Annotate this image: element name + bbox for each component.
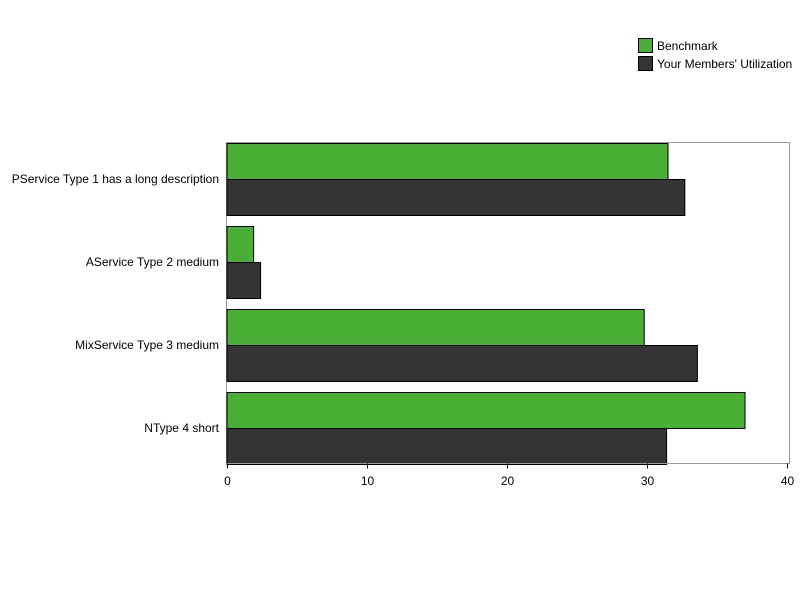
category-label-1: PService Type 1 has a long description — [12, 172, 219, 186]
legend-swatch-1 — [638, 38, 653, 53]
category-label-4: NType 4 short — [144, 421, 219, 435]
category-label-3: MixService Type 3 medium — [75, 338, 219, 352]
bar-benchmark-2 — [226, 226, 255, 263]
bar-utilization-1 — [226, 179, 686, 216]
category-labels: PService Type 1 has a long description AS… — [12, 172, 220, 435]
x-tick-label-20: 20 — [501, 474, 515, 488]
legend-label-1: Benchmark — [657, 39, 719, 53]
x-axis: 0 10 20 30 40 — [224, 463, 795, 488]
x-tick-label-0: 0 — [224, 474, 231, 488]
category-label-2: AService Type 2 medium — [86, 255, 219, 269]
bar-utilization-3 — [226, 345, 698, 382]
bar-utilization-4 — [226, 428, 668, 465]
plot-area — [226, 142, 790, 465]
bar-utilization-2 — [226, 262, 262, 299]
bar-benchmark-3 — [226, 309, 645, 346]
bar-benchmark-4 — [226, 392, 746, 429]
chart-legend: Benchmark Your Members' Utilization — [638, 38, 792, 71]
legend-label-2: Your Members' Utilization — [657, 57, 792, 71]
x-tick-label-30: 30 — [641, 474, 655, 488]
bar-benchmark-1 — [226, 143, 669, 180]
x-tick-label-40: 40 — [781, 474, 795, 488]
legend-swatch-2 — [638, 56, 653, 71]
x-tick-label-10: 10 — [361, 474, 375, 488]
